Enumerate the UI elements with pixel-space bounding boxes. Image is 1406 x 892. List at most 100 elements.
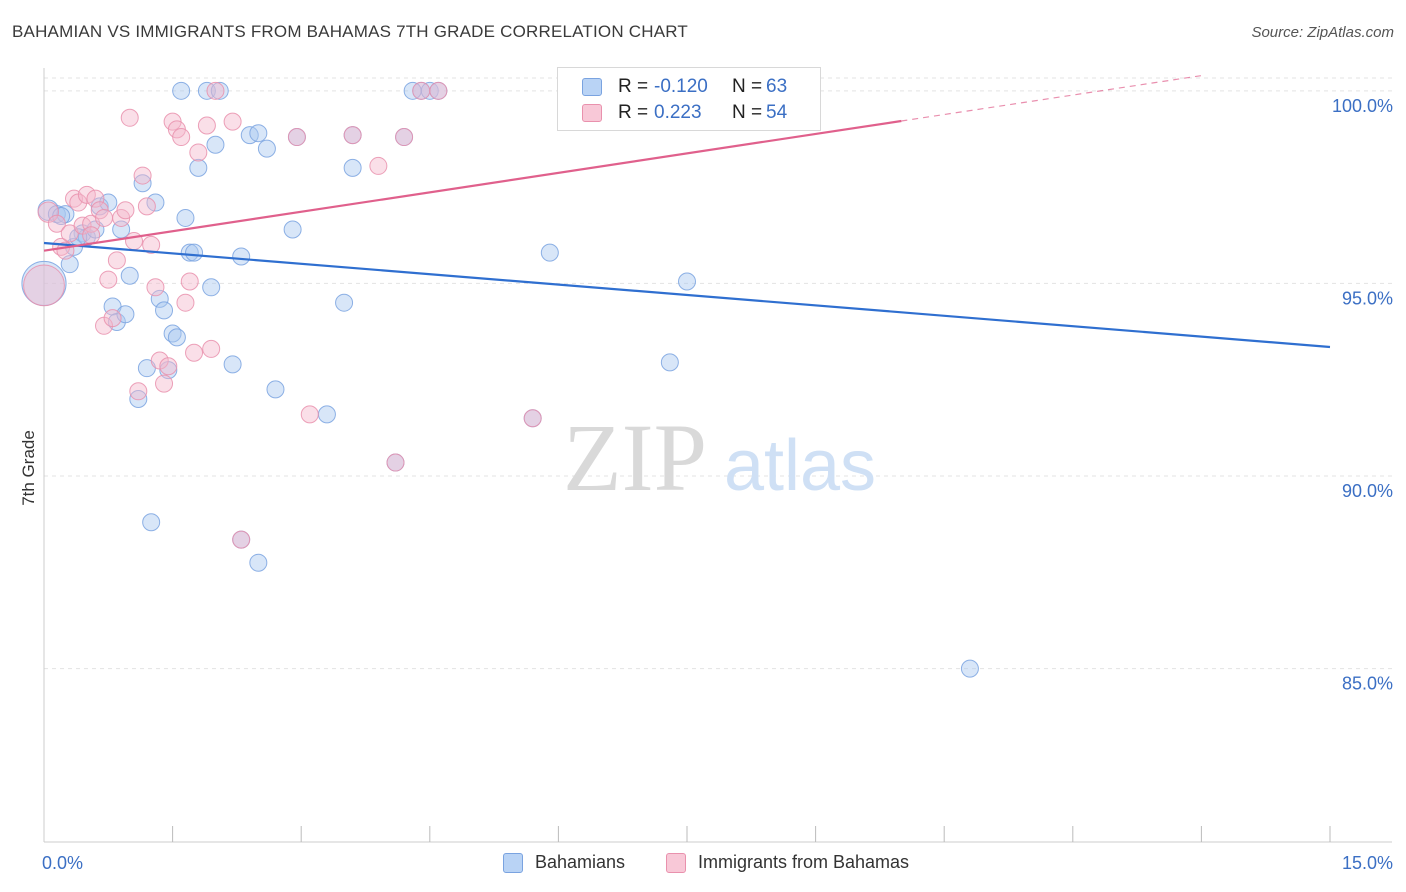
y-tick-label: 95.0% — [1342, 288, 1393, 308]
bahamians-point — [249, 124, 268, 143]
immigrants-point — [369, 156, 388, 175]
immigrants-point — [386, 453, 405, 472]
immigrants-point — [287, 128, 306, 147]
legend-swatch-blue — [582, 78, 602, 96]
bahamians-point — [678, 272, 696, 291]
immigrants-point — [116, 201, 135, 220]
legend-row-immigrants: R = 0.223 N = 54 — [582, 100, 787, 126]
trend-lines — [43, 75, 1331, 349]
legend-swatch-pink — [582, 104, 602, 122]
immigrants-point — [129, 382, 148, 401]
bahamians-point — [142, 513, 161, 532]
x-tick-label: 0.0% — [42, 853, 83, 873]
legend-row-bahamians: R = -0.120 N = 63 — [582, 74, 787, 100]
immigrants-point — [189, 143, 208, 162]
legend-r-label: R = — [618, 76, 649, 97]
bahamians-point — [210, 81, 229, 100]
bahamians-point — [150, 289, 169, 308]
bottom-legend-swatch-pink — [666, 852, 686, 873]
watermark: ZIP atlas — [563, 404, 876, 511]
stats-legend: R = -0.120 N = 63 R = 0.223 N = 54 — [557, 67, 821, 131]
immigrants-point — [395, 128, 414, 147]
legend-r-label: R = — [618, 102, 649, 123]
bahamians-point — [172, 81, 191, 100]
gridlines — [44, 77, 1392, 670]
bahamians-point — [223, 355, 242, 374]
immigrants-point — [107, 251, 126, 270]
bottom-legend-label: Immigrants from Bahamas — [698, 852, 910, 872]
watermark-atlas: atlas — [724, 426, 876, 506]
immigrants-point — [429, 81, 448, 100]
data-points — [21, 81, 979, 678]
bahamians-point — [206, 135, 225, 154]
immigrants-point — [159, 357, 178, 376]
bahamians-point — [189, 158, 208, 177]
immigrants-point — [47, 214, 66, 233]
bahamians-point — [167, 328, 186, 347]
immigrants-point — [197, 116, 216, 135]
immigrants-trend-extension — [901, 75, 1202, 122]
immigrants-point — [95, 208, 114, 227]
bahamians-point — [133, 174, 152, 193]
bahamians-point — [343, 158, 362, 177]
immigrants-trend-line — [43, 119, 902, 252]
immigrants-point — [103, 309, 122, 328]
immigrants-point — [120, 108, 139, 127]
legend-n-value: 63 — [766, 76, 788, 97]
bahamians-trend-line — [43, 241, 1331, 349]
immigrants-point — [146, 278, 165, 297]
y-tick-label: 85.0% — [1342, 674, 1393, 694]
immigrants-point — [137, 197, 156, 216]
bahamians-point — [335, 293, 354, 312]
immigrants-point — [99, 270, 118, 289]
immigrants-point — [232, 530, 251, 549]
bahamians-point — [283, 220, 302, 239]
bottom-legend-label: Bahamians — [535, 852, 626, 872]
immigrants-point — [23, 264, 65, 307]
immigrants-point — [185, 343, 204, 362]
immigrants-point — [223, 112, 242, 131]
immigrants-point — [176, 293, 195, 312]
bahamians-point — [120, 266, 139, 285]
immigrants-point — [412, 81, 431, 100]
bahamians-point — [185, 243, 204, 262]
bahamians-point — [960, 659, 979, 678]
x-tick-label: 15.0% — [1342, 853, 1393, 873]
bottom-legend-swatch-blue — [503, 852, 523, 873]
legend-n-value: 54 — [766, 102, 788, 123]
chart-title: BAHAMIAN VS IMMIGRANTS FROM BAHAMAS 7TH … — [12, 22, 688, 41]
bahamians-point — [257, 139, 276, 158]
bahamians-point — [155, 301, 174, 320]
y-tick-label: 100.0% — [1332, 96, 1393, 116]
bottom-legend-immigrants: Immigrants from Bahamas — [666, 852, 909, 873]
legend-r-value: 0.223 — [654, 102, 702, 123]
immigrants-point — [133, 166, 152, 185]
immigrants-point — [172, 128, 191, 147]
y-tick-label: 90.0% — [1342, 481, 1393, 501]
y-axis-label: 7th Grade — [19, 430, 38, 506]
bahamians-point — [660, 353, 679, 372]
bahamians-point — [232, 247, 251, 266]
legend-r-value: -0.120 — [654, 76, 708, 97]
immigrants-point — [86, 189, 105, 208]
immigrants-point — [206, 81, 225, 100]
bahamians-point — [146, 193, 165, 212]
bottom-legend-bahamians: Bahamians — [503, 852, 625, 873]
bahamians-point — [180, 243, 199, 262]
bahamians-point — [540, 243, 559, 262]
bahamians-point — [317, 405, 336, 424]
immigrants-point — [343, 126, 362, 145]
immigrants-point — [155, 374, 174, 393]
axes — [43, 68, 1392, 843]
immigrants-point — [82, 226, 101, 245]
legend-n-label: N = — [732, 76, 763, 97]
immigrants-point — [202, 339, 221, 358]
tick-labels: 100.0% 95.0% 90.0% 85.0% 0.0% 15.0% — [42, 96, 1393, 873]
bahamians-point — [266, 380, 285, 399]
bahamians-point — [129, 389, 148, 408]
legend-n-label: N = — [732, 102, 763, 123]
bahamians-point — [176, 208, 195, 227]
immigrants-point — [77, 185, 96, 204]
watermark-zip: ZIP — [563, 404, 707, 511]
